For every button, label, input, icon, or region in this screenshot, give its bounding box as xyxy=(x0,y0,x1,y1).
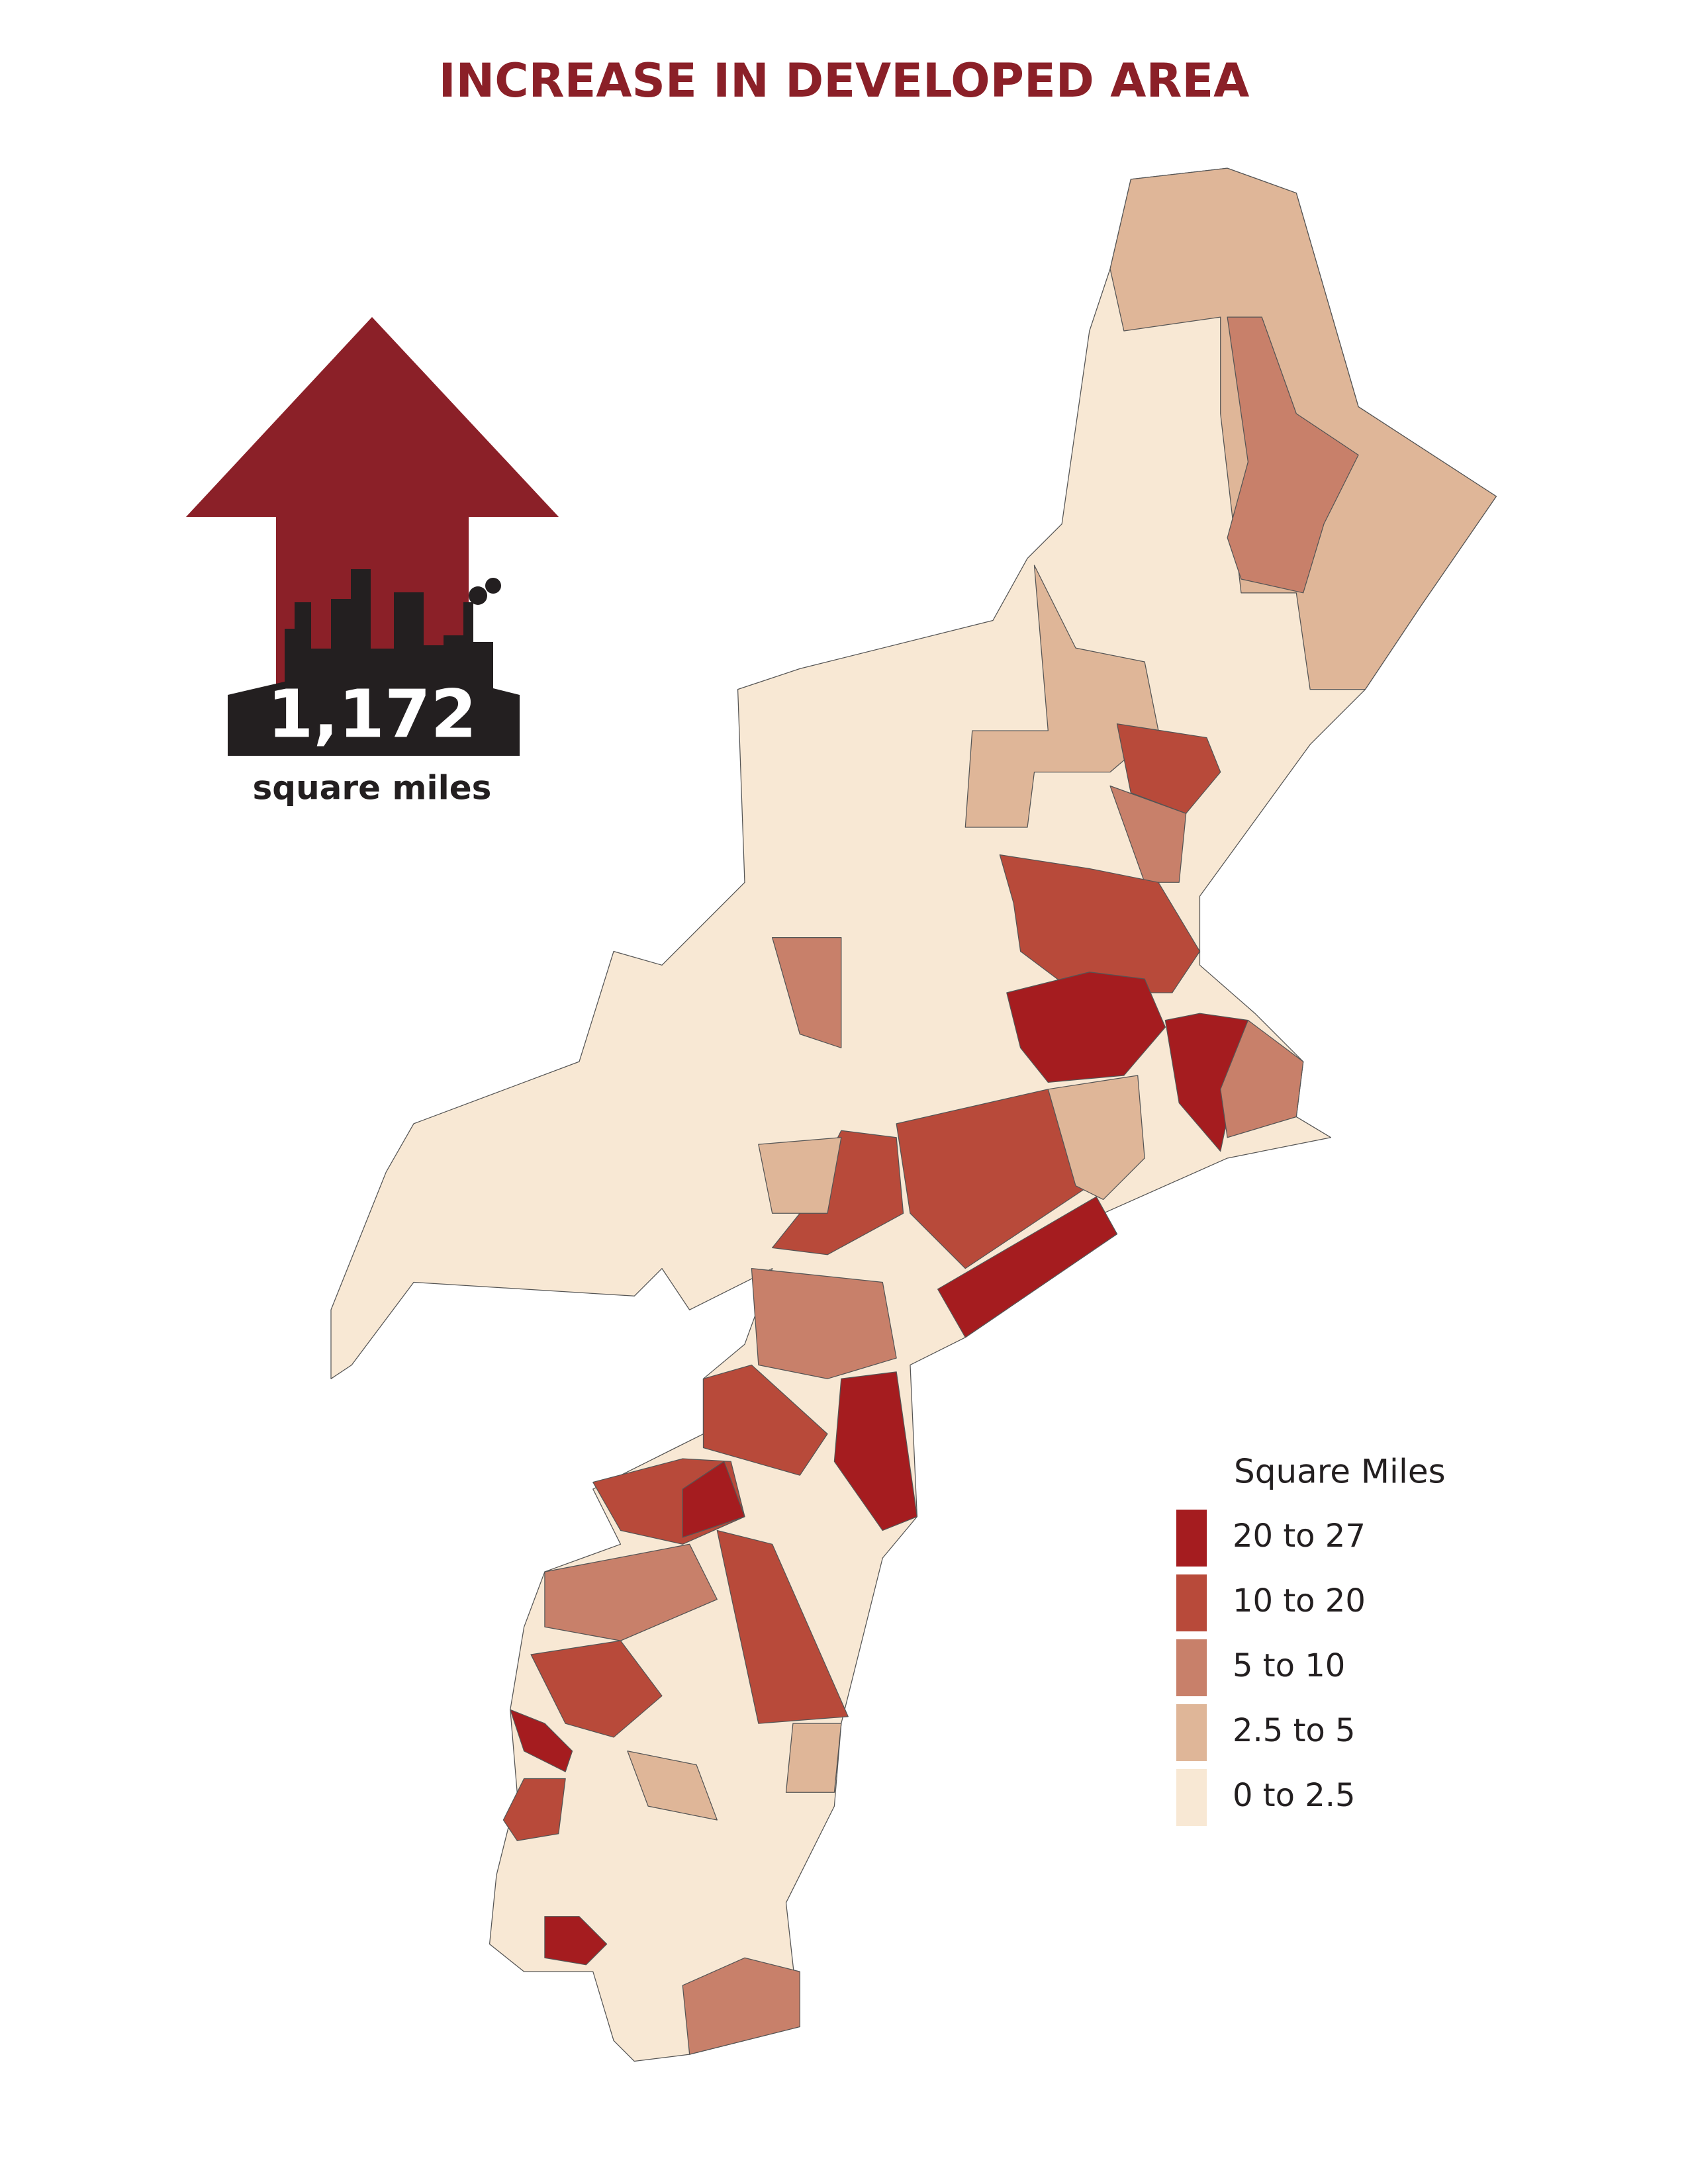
legend-swatch xyxy=(1176,1574,1207,1631)
region xyxy=(896,1089,1090,1269)
region xyxy=(510,1709,573,1772)
region xyxy=(530,1640,663,1738)
legend-swatch xyxy=(1176,1510,1207,1567)
legend-swatch xyxy=(1176,1704,1207,1761)
region xyxy=(702,1364,828,1476)
legend-label: 10 to 20 xyxy=(1233,1582,1366,1619)
region xyxy=(833,1371,918,1531)
legend-swatch xyxy=(1176,1639,1207,1696)
region xyxy=(627,1751,718,1821)
region xyxy=(544,1543,718,1641)
map xyxy=(330,167,1497,2062)
legend-label: 5 to 10 xyxy=(1233,1647,1345,1684)
region xyxy=(758,1137,842,1214)
legend-label: 2.5 to 5 xyxy=(1233,1712,1356,1749)
region xyxy=(682,1957,800,2055)
region xyxy=(1006,972,1166,1083)
region xyxy=(502,1778,566,1841)
region xyxy=(1220,1020,1304,1138)
region xyxy=(751,1268,897,1379)
region xyxy=(1109,785,1187,883)
smoke xyxy=(485,578,501,594)
legend-label: 20 to 27 xyxy=(1233,1518,1366,1555)
region xyxy=(1227,316,1359,594)
arrow xyxy=(186,317,559,688)
region xyxy=(999,854,1201,993)
legend-swatch xyxy=(1176,1769,1207,1826)
region xyxy=(544,1916,608,1966)
legend: Square Miles 20 to 27 10 to 20 5 to 10 2.5 … xyxy=(1176,1453,1446,1826)
region xyxy=(1047,1075,1145,1201)
smoke xyxy=(469,586,487,605)
region xyxy=(785,1723,842,1793)
stat-unit: square miles xyxy=(253,769,492,807)
title: INCREASE IN DEVELOPED AREA xyxy=(439,54,1250,108)
legend-label: 0 to 2.5 xyxy=(1233,1777,1356,1814)
legend-title: Square Miles xyxy=(1234,1453,1446,1491)
region xyxy=(1116,723,1221,814)
region xyxy=(772,937,842,1048)
region xyxy=(716,1529,849,1724)
region xyxy=(682,1461,745,1538)
region xyxy=(937,1196,1118,1338)
stat-icon: 1,172 square miles xyxy=(186,317,559,807)
region xyxy=(964,565,1159,828)
city-silhouette xyxy=(228,569,520,756)
stat-value: 1,172 xyxy=(267,675,477,752)
